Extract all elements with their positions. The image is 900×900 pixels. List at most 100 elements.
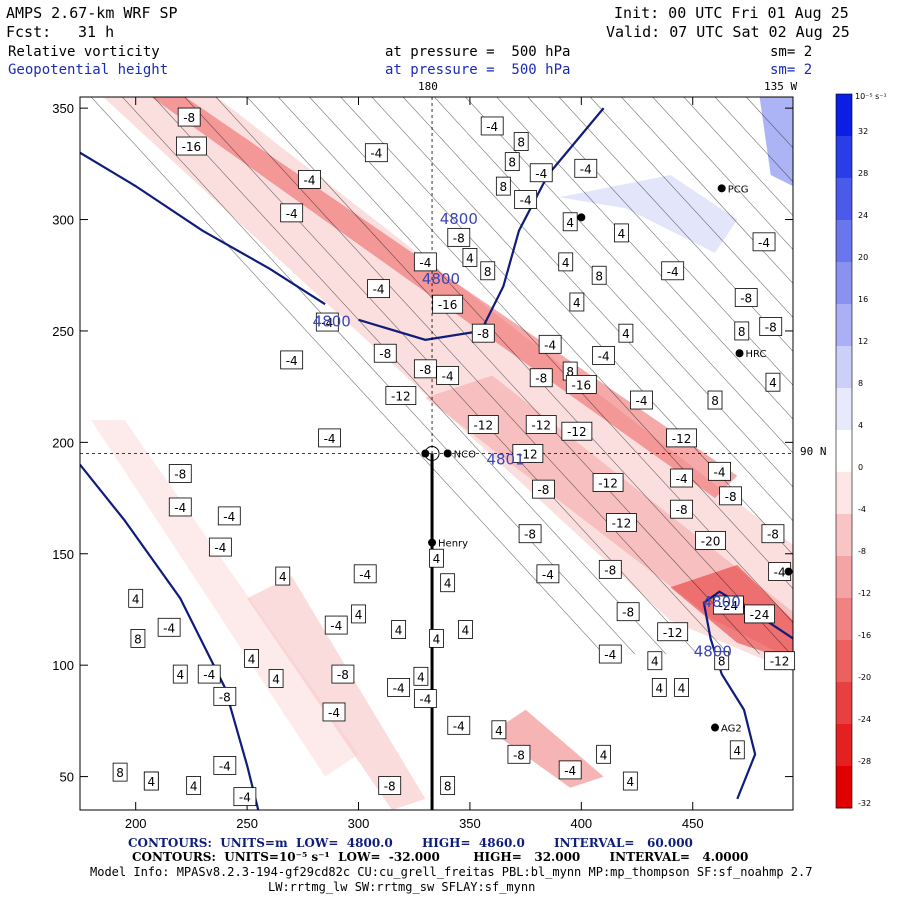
contour-label: -8 xyxy=(219,690,231,704)
contour-label-box xyxy=(529,163,553,183)
contour-label-box xyxy=(504,152,520,172)
colorbar-tick-label: -4 xyxy=(858,505,866,514)
contour-label-box xyxy=(440,573,456,593)
contour-label: -8 xyxy=(453,231,465,245)
init-time: Init: 00 UTC Fri 01 Aug 25 xyxy=(614,4,849,22)
colorbar-frame xyxy=(835,93,853,809)
contour-label-box xyxy=(280,350,304,370)
contour-label: -20 xyxy=(701,534,721,548)
contour-label-box xyxy=(197,664,221,684)
station-marker xyxy=(784,567,793,576)
contour-label-box xyxy=(168,497,192,517)
contour-label-box xyxy=(591,265,607,285)
contour-label: -4 xyxy=(239,791,251,805)
contour-label-box xyxy=(759,317,783,336)
contour-label-box xyxy=(244,649,259,668)
contour-label: -24 xyxy=(750,608,770,622)
contour-label-box xyxy=(143,771,159,791)
contour-label-box xyxy=(734,321,750,341)
contour-label-box xyxy=(429,548,444,568)
station-marker xyxy=(735,349,744,358)
contour-label-box xyxy=(429,629,444,648)
vorticity-contour-line xyxy=(496,97,793,420)
contour-label-box xyxy=(480,261,496,281)
contour-label-box xyxy=(598,559,622,579)
contour-label-box xyxy=(734,288,758,307)
model-info-physics: LW:rrtmg_lw SW:rrtmg_sw SFLAY:sf_mynn xyxy=(268,880,536,894)
contour-label-box xyxy=(373,343,397,363)
colorbar-swatch xyxy=(836,262,852,305)
contour-label: -8 xyxy=(524,528,536,542)
contour-label-box xyxy=(647,651,663,671)
contour-label-box xyxy=(480,116,504,136)
contour-label-box xyxy=(529,368,553,388)
colorbar-swatch xyxy=(836,682,852,725)
contour-label-box xyxy=(719,486,743,506)
contour-label: -4 xyxy=(214,541,226,555)
contour-label: 4 xyxy=(769,376,777,390)
contour-label-box xyxy=(558,252,574,272)
contour-label: 8 xyxy=(444,779,452,793)
contour-label: -4 xyxy=(453,719,465,733)
contour-label-box xyxy=(432,294,464,314)
contour-label-box xyxy=(130,629,146,648)
contour-label: -16 xyxy=(572,378,592,392)
contour-label-box xyxy=(322,702,346,722)
vorticity-contour-line xyxy=(246,97,760,655)
contour-label: -4 xyxy=(370,147,382,161)
x-tick-label: 200 xyxy=(125,816,147,831)
contour-label: -12 xyxy=(473,419,493,433)
station-marker xyxy=(717,184,726,193)
contour-label: -4 xyxy=(667,265,679,279)
vorticity-contour-line xyxy=(434,97,793,488)
height-contour-label: 4800 xyxy=(422,270,460,288)
contour-label-box xyxy=(208,537,232,557)
contour-label-box xyxy=(714,651,730,671)
colorbar-swatch xyxy=(836,220,852,263)
vorticity-contour-line xyxy=(215,97,729,655)
field2-smoothing: sm= 2 xyxy=(770,62,813,78)
contour-label-box xyxy=(618,323,634,343)
contour-label: -4 xyxy=(419,256,431,270)
height-contour-info: CONTOURS: UNITS=m LOW= 4800.0 HIGH= 4860… xyxy=(128,836,693,850)
x-tick-label: 350 xyxy=(459,816,481,831)
station-marker xyxy=(711,723,720,732)
contour-label: -8 xyxy=(740,292,752,306)
contour-label: -8 xyxy=(477,327,489,341)
contour-label-box xyxy=(177,107,201,127)
contour-label-box xyxy=(172,664,188,684)
contour-label-box xyxy=(532,479,555,499)
shade-band-weak2 xyxy=(247,576,426,810)
contour-label: 4 xyxy=(132,592,140,606)
contour-label-box xyxy=(447,227,471,247)
contour-label: -24 xyxy=(719,599,739,613)
colorbar-swatch xyxy=(836,514,852,557)
contour-label-box xyxy=(744,604,775,624)
contour-label-box xyxy=(413,689,437,708)
contour-label-box xyxy=(569,292,585,312)
contour-label: -4 xyxy=(580,162,592,176)
contour-label: 4 xyxy=(355,608,363,622)
contour-label-box xyxy=(622,771,638,791)
contour-label-box xyxy=(213,756,237,775)
contour-label: 4 xyxy=(147,775,155,789)
contour-label-box xyxy=(707,390,723,410)
y-tick-label: 300 xyxy=(52,213,74,228)
vorticity-contour-line xyxy=(683,97,793,217)
contour-label: 8 xyxy=(500,180,508,194)
colorbar-tick-label: 32 xyxy=(858,127,868,136)
contour-label-box xyxy=(217,506,241,526)
field2-name: Geopotential height xyxy=(8,62,169,78)
y-tick-label: 100 xyxy=(52,658,74,673)
contour-label-box xyxy=(213,686,237,706)
contour-label: -8 xyxy=(379,347,391,361)
station-label: PCG xyxy=(728,184,749,195)
contour-label-box xyxy=(298,170,321,189)
contour-label-box xyxy=(233,787,257,807)
lon-180-label: 180 xyxy=(418,80,438,93)
contour-label: 8 xyxy=(738,325,746,339)
vorticity-shading xyxy=(80,97,793,810)
forecast-label: Fcst: xyxy=(6,23,52,41)
contour-label: 4 xyxy=(466,251,474,265)
contour-label: 4 xyxy=(573,296,581,310)
